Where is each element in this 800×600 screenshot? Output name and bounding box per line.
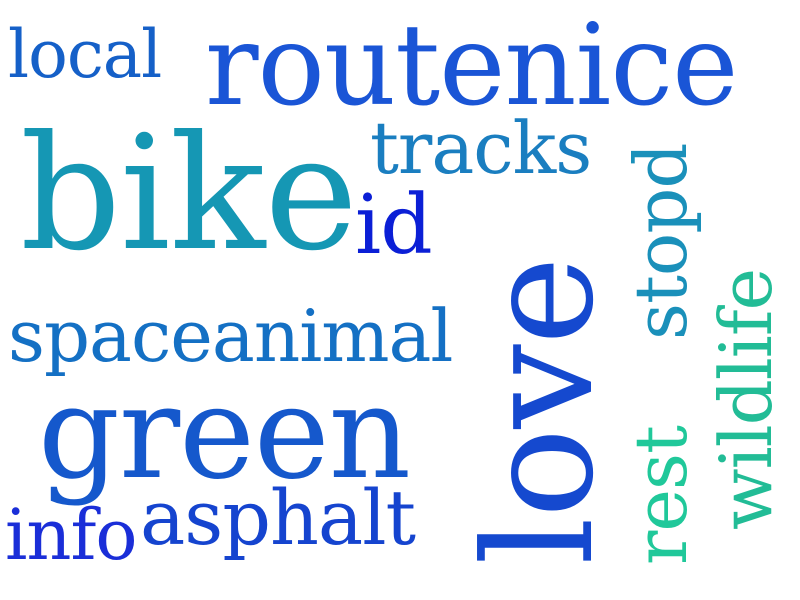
word-asphalt: asphalt xyxy=(140,473,416,562)
word-id: id xyxy=(355,178,433,273)
word-green: green xyxy=(38,359,411,508)
word-info: info xyxy=(5,494,138,576)
word-love: love xyxy=(453,257,627,565)
word-bike: bike xyxy=(20,102,358,286)
word-tracks: tracks xyxy=(370,106,592,190)
word-rest: rest xyxy=(619,426,703,565)
word-local: local xyxy=(8,16,162,93)
word-spaceanimal: spaceanimal xyxy=(8,294,453,378)
word-wildlife: wildlife xyxy=(704,268,788,530)
word-stopd: stopd xyxy=(619,143,703,340)
word-routenice: routenice xyxy=(205,1,738,131)
